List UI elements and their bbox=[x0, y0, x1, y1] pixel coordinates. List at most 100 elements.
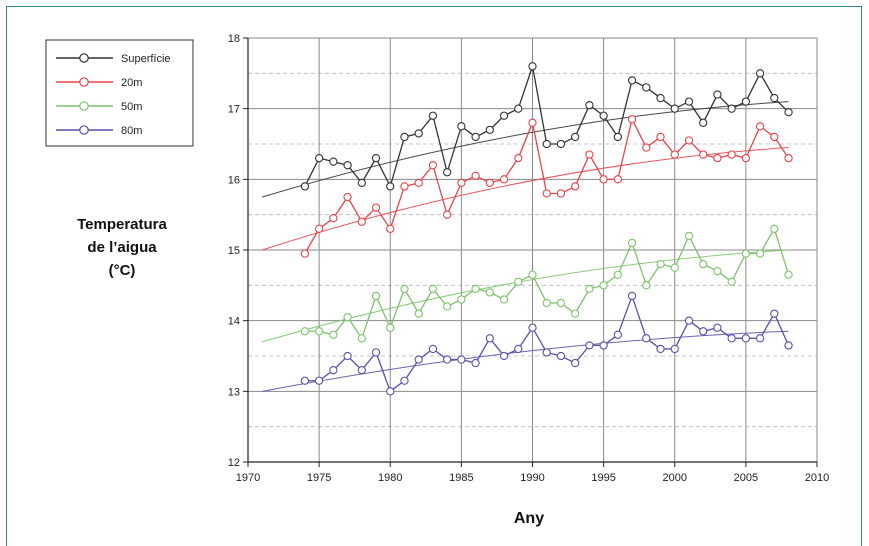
data-point bbox=[599, 111, 608, 120]
data-point bbox=[656, 344, 665, 354]
data-point bbox=[670, 344, 679, 354]
data-point bbox=[684, 97, 694, 106]
data-point bbox=[314, 153, 324, 163]
series-line-2 bbox=[304, 227, 790, 340]
y-tick-label: 15 bbox=[228, 245, 240, 257]
data-point bbox=[528, 62, 537, 71]
data-point bbox=[371, 291, 381, 301]
y-tick-label: 17 bbox=[228, 104, 240, 116]
data-point bbox=[556, 298, 566, 308]
data-point bbox=[585, 284, 594, 294]
data-point bbox=[485, 178, 494, 188]
data-point bbox=[314, 327, 324, 336]
line-chart: 12 13 14 15 16 17 18 1970 1975 1980 1985 1990 1995 20… bbox=[45, 33, 829, 527]
data-point bbox=[471, 132, 480, 142]
x-tick-label: 1975 bbox=[307, 472, 331, 484]
data-point bbox=[357, 217, 366, 226]
data-point bbox=[713, 153, 722, 163]
x-tick-label: 1990 bbox=[520, 472, 544, 484]
y-axis-title-line-1: Temperatura bbox=[77, 216, 167, 233]
data-point bbox=[585, 100, 594, 110]
data-point bbox=[371, 348, 381, 357]
data-point bbox=[386, 182, 395, 191]
data-point bbox=[642, 143, 651, 152]
data-point bbox=[656, 93, 665, 103]
data-point bbox=[770, 224, 779, 233]
data-point bbox=[627, 238, 637, 248]
data-point bbox=[485, 125, 494, 135]
data-point bbox=[386, 387, 395, 396]
data-point bbox=[428, 111, 438, 120]
data-point bbox=[343, 192, 352, 202]
data-point bbox=[414, 129, 423, 138]
series-line-1 bbox=[304, 117, 790, 254]
series-layer bbox=[300, 62, 793, 396]
y-tick-label: 18 bbox=[228, 33, 240, 45]
data-point bbox=[499, 111, 509, 120]
data-point bbox=[556, 351, 566, 361]
data-point bbox=[371, 153, 381, 163]
data-point bbox=[428, 284, 438, 294]
data-point bbox=[599, 175, 608, 184]
data-point bbox=[528, 270, 537, 279]
data-point bbox=[300, 182, 310, 191]
data-point bbox=[642, 334, 651, 343]
data-point bbox=[400, 376, 409, 385]
data-point bbox=[741, 249, 751, 258]
data-point bbox=[457, 355, 466, 364]
legend-label-2: 50m bbox=[121, 101, 142, 113]
data-point bbox=[713, 323, 722, 332]
data-point bbox=[485, 334, 494, 343]
data-point bbox=[514, 153, 523, 163]
data-point bbox=[528, 323, 537, 332]
x-tick-label: 2010 bbox=[805, 472, 829, 484]
data-point bbox=[471, 171, 480, 180]
data-point bbox=[556, 139, 566, 149]
data-point bbox=[755, 334, 765, 343]
data-point bbox=[684, 316, 694, 325]
data-point bbox=[528, 118, 537, 127]
data-point bbox=[343, 351, 352, 361]
data-point bbox=[627, 115, 637, 124]
data-point bbox=[542, 139, 551, 149]
data-point bbox=[329, 214, 338, 223]
data-point bbox=[499, 295, 509, 304]
data-point bbox=[755, 69, 765, 78]
data-point bbox=[428, 161, 438, 170]
data-point bbox=[400, 182, 409, 191]
data-point bbox=[770, 309, 779, 318]
data-point bbox=[684, 231, 694, 241]
data-point bbox=[400, 284, 409, 294]
data-point bbox=[457, 295, 466, 304]
trend-line-2 bbox=[262, 249, 789, 343]
legend-marker-2 bbox=[79, 101, 89, 111]
data-point bbox=[613, 330, 622, 339]
chart-frame bbox=[6, 6, 862, 546]
data-point bbox=[400, 132, 409, 142]
data-point bbox=[713, 90, 722, 99]
data-point bbox=[499, 351, 509, 361]
series-line-3 bbox=[304, 293, 790, 393]
data-point bbox=[386, 224, 395, 233]
data-point bbox=[699, 118, 708, 127]
data-point bbox=[741, 334, 751, 343]
data-point bbox=[585, 341, 594, 350]
data-point bbox=[556, 189, 566, 198]
data-point bbox=[713, 267, 722, 276]
data-point bbox=[343, 312, 352, 322]
data-point bbox=[770, 132, 779, 142]
data-point bbox=[784, 341, 793, 350]
y-tick-label: 16 bbox=[228, 174, 240, 186]
data-point bbox=[684, 136, 694, 145]
data-point bbox=[428, 344, 438, 354]
data-point bbox=[727, 104, 736, 113]
data-point bbox=[699, 150, 708, 159]
data-point bbox=[314, 224, 324, 233]
data-point bbox=[627, 76, 637, 85]
data-point bbox=[542, 298, 551, 308]
data-point bbox=[329, 157, 338, 166]
data-point bbox=[386, 323, 395, 332]
data-point bbox=[357, 365, 366, 375]
data-point bbox=[784, 108, 793, 117]
data-point bbox=[571, 132, 580, 142]
